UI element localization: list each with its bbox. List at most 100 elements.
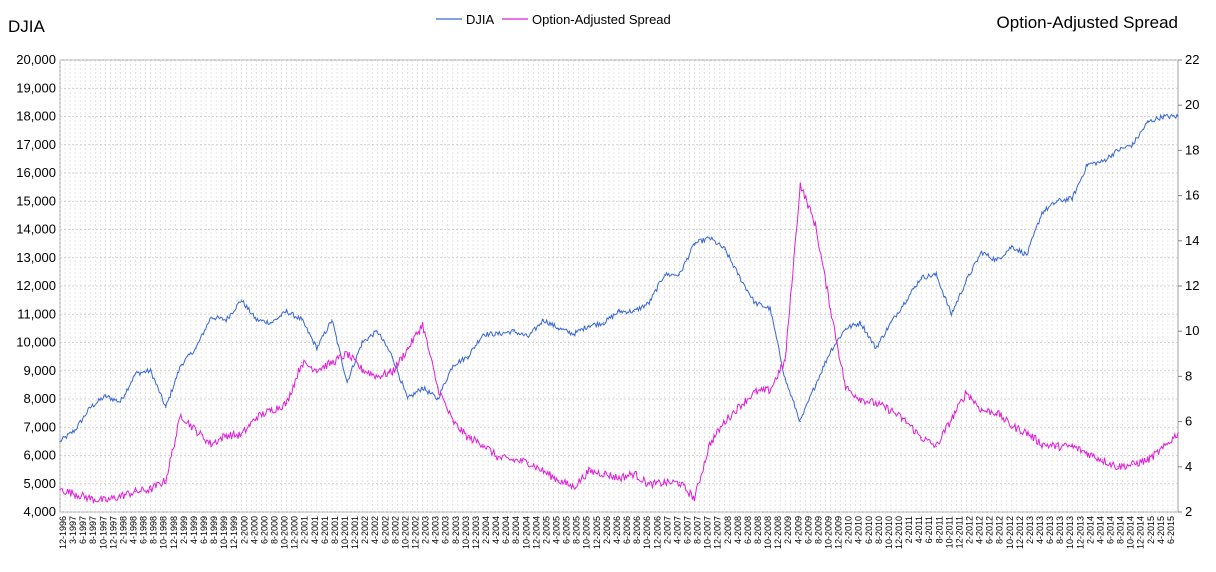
data-point-oas bbox=[950, 418, 953, 420]
x-tick-label: 2-1998 bbox=[118, 516, 128, 544]
x-tick-label: 8-2001 bbox=[330, 516, 340, 544]
data-point-oas bbox=[467, 436, 469, 438]
data-point-djia bbox=[255, 319, 257, 321]
data-point-djia bbox=[905, 299, 907, 301]
data-point-djia bbox=[996, 260, 998, 262]
x-tick-label: 4-2005 bbox=[552, 516, 562, 544]
data-point-djia bbox=[406, 398, 409, 400]
data-point-djia bbox=[134, 373, 137, 375]
data-point-oas bbox=[512, 459, 514, 461]
data-point-oas bbox=[663, 482, 665, 484]
x-tick-label: 4-2000 bbox=[249, 516, 259, 544]
x-tick-label: 2-2012 bbox=[964, 516, 974, 544]
data-point-oas bbox=[1147, 459, 1149, 461]
x-tick-label: 8-2000 bbox=[270, 516, 280, 544]
data-point-djia bbox=[633, 310, 635, 312]
data-point-oas bbox=[1132, 463, 1134, 466]
x-tick-label: 10-2002 bbox=[400, 516, 410, 549]
x-tick-label: 2-2006 bbox=[602, 516, 612, 544]
data-point-djia bbox=[180, 364, 182, 366]
x-tick-label: 12-2007 bbox=[713, 516, 723, 549]
x-tick-label: 12-2013 bbox=[1075, 516, 1085, 549]
data-point-oas bbox=[406, 348, 409, 350]
x-tick-label: 4-1998 bbox=[129, 516, 139, 544]
data-point-oas bbox=[678, 482, 681, 484]
data-point-oas bbox=[542, 470, 545, 472]
x-tick-label: 10-2011 bbox=[944, 516, 954, 548]
data-point-oas bbox=[769, 389, 771, 391]
data-point-oas bbox=[573, 486, 575, 488]
x-tick-label: 10-1999 bbox=[219, 516, 229, 549]
data-point-djia bbox=[678, 274, 681, 276]
data-point-oas bbox=[558, 479, 560, 481]
data-point-oas bbox=[633, 473, 635, 475]
x-tick-label: 12-1996 bbox=[58, 516, 68, 549]
x-tick-label: 12-1997 bbox=[108, 516, 118, 549]
x-tick-label: 8-2014 bbox=[1116, 516, 1126, 544]
data-point-djia bbox=[240, 299, 242, 301]
data-point-djia bbox=[89, 406, 91, 409]
data-point-djia bbox=[497, 333, 499, 335]
right-tick-label: 14 bbox=[1185, 233, 1199, 248]
left-tick-label: 19,000 bbox=[16, 80, 56, 95]
x-tick-label: 8-2012 bbox=[995, 516, 1005, 544]
legend-label-oas: Option-Adjusted Spread bbox=[532, 12, 671, 27]
data-point-oas bbox=[1117, 466, 1119, 468]
x-tick-label: 2-1999 bbox=[179, 516, 189, 544]
left-tick-label: 11,000 bbox=[17, 306, 56, 321]
x-tick-label: 12-2004 bbox=[531, 516, 541, 549]
data-point-oas bbox=[452, 421, 454, 423]
data-point-djia bbox=[542, 319, 545, 321]
data-point-oas bbox=[981, 409, 983, 411]
x-tick-label: 4-2015 bbox=[1156, 516, 1166, 544]
data-point-djia bbox=[1071, 197, 1073, 199]
data-point-djia bbox=[316, 347, 318, 349]
data-point-djia bbox=[890, 322, 892, 324]
data-point-oas bbox=[497, 457, 499, 459]
data-point-oas bbox=[648, 484, 650, 486]
left-tick-label: 16,000 bbox=[16, 165, 56, 180]
data-point-oas bbox=[104, 500, 106, 502]
x-tick-label: 10-2001 bbox=[340, 516, 350, 549]
data-point-djia bbox=[845, 327, 847, 329]
x-tick-label: 2-2007 bbox=[662, 516, 672, 544]
data-point-djia bbox=[286, 310, 288, 312]
data-point-oas bbox=[1041, 443, 1043, 445]
data-point-oas bbox=[996, 412, 998, 414]
right-tick-label: 12 bbox=[1185, 278, 1199, 293]
data-point-djia bbox=[558, 327, 560, 329]
data-point-oas bbox=[799, 183, 801, 185]
data-point-oas bbox=[346, 353, 348, 355]
data-point-djia bbox=[1147, 121, 1149, 123]
x-tick-label: 8-1999 bbox=[209, 516, 219, 544]
data-point-djia bbox=[754, 302, 756, 304]
data-point-djia bbox=[860, 322, 862, 324]
data-point-djia bbox=[603, 322, 605, 324]
x-tick-label: 10-2010 bbox=[884, 516, 894, 549]
x-tick-label: 6-2005 bbox=[562, 516, 572, 544]
data-point-oas bbox=[74, 493, 76, 495]
data-point-djia bbox=[875, 347, 877, 349]
data-point-djia bbox=[210, 316, 212, 318]
x-tick-label: 12-2008 bbox=[773, 516, 783, 549]
data-point-djia bbox=[301, 319, 303, 321]
x-tick-label: 12-1998 bbox=[169, 516, 179, 549]
data-point-oas bbox=[965, 391, 968, 393]
x-tick-label: 8-2008 bbox=[753, 516, 763, 544]
data-point-oas bbox=[1086, 452, 1088, 454]
data-point-oas bbox=[89, 497, 91, 499]
x-tick-label: 4-2001 bbox=[310, 516, 320, 544]
data-point-oas bbox=[1177, 432, 1179, 434]
data-point-djia bbox=[663, 274, 665, 276]
left-axis-ticks: 4,000 5,000 6,000 7,000 8,000 9,000 10,000 11,0… bbox=[16, 52, 56, 519]
x-tick-label: 2-2015 bbox=[1146, 516, 1156, 544]
x-tick-label: 2-2014 bbox=[1085, 516, 1095, 544]
x-tick-label: 6-2011 bbox=[924, 516, 934, 543]
x-tick-label: 4-1999 bbox=[189, 516, 199, 544]
x-tick-label: 10-2005 bbox=[582, 516, 592, 549]
x-tick-label: 6-2009 bbox=[803, 516, 813, 544]
data-point-oas bbox=[724, 421, 726, 423]
data-point-djia bbox=[693, 243, 696, 245]
x-tick-label: 10-1998 bbox=[159, 516, 169, 549]
